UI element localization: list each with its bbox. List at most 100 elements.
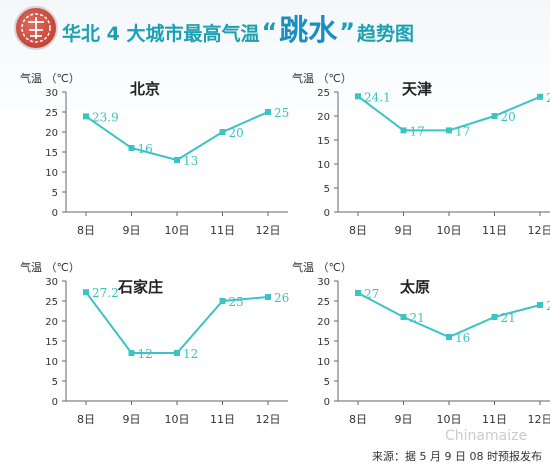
y-tick-label: 20 (317, 112, 330, 123)
y-tick-label: 25 (317, 88, 330, 99)
data-point (491, 314, 498, 320)
y-tick-label: 25 (317, 297, 330, 308)
data-label: 20 (229, 126, 244, 140)
title-suffix: 趋势图 (357, 23, 415, 45)
x-tick-label: 9日 (395, 224, 413, 237)
data-label: 16 (138, 142, 153, 156)
y-tick-label: 25 (45, 297, 58, 308)
x-tick-label: 9日 (123, 413, 141, 426)
data-label: 12 (183, 347, 198, 361)
y-tick-label: 5 (52, 188, 58, 199)
city-name: 太原 (400, 278, 431, 296)
data-label: 27 (364, 287, 379, 301)
y-tick-label: 20 (45, 317, 58, 328)
y-unit-label: 气温 （℃） (292, 261, 352, 274)
y-tick-label: 0 (52, 208, 58, 219)
data-point (446, 334, 452, 340)
line-chart: 0 5 10 15 20 25 30 8日 9日 10日 11日 12日 27.2 12 12 25 26 (45, 277, 289, 426)
y-tick-label: 10 (317, 160, 330, 171)
data-point (355, 93, 361, 100)
data-point (128, 145, 135, 151)
data-point (400, 314, 407, 320)
y-tick-label: 0 (324, 208, 330, 219)
data-point (83, 289, 89, 296)
data-label: 23.9 (92, 110, 119, 124)
x-tick-label: 11日 (482, 224, 507, 237)
data-point (128, 350, 135, 356)
data-label: 13 (183, 154, 198, 168)
y-tick-label: 30 (317, 277, 330, 288)
x-tick-label: 11日 (482, 413, 507, 426)
watermark: Chinamaize (445, 428, 528, 444)
y-tick-label: 5 (324, 184, 330, 195)
data-label: 24 (546, 299, 550, 313)
data-label: 25 (274, 106, 289, 120)
data-point (265, 109, 271, 115)
x-tick-label: 12日 (528, 224, 550, 237)
chart-panel: 气温 （℃） 石家庄 0 5 10 15 20 25 30 8日 9日 10日 11日 12日 27.2 12… (18, 256, 289, 446)
china-weather-logo-icon (14, 6, 58, 50)
y-tick-label: 5 (324, 377, 330, 388)
data-point (174, 157, 180, 163)
chart-panel: 气温 （℃） 太原 0 5 10 15 20 25 30 8日 9日 10日 11日 12日 27 21 16 2… (290, 256, 550, 446)
data-point (355, 290, 361, 296)
title-prefix: 华北 4 大城市最高气温 (62, 23, 260, 45)
y-tick-label: 20 (45, 128, 58, 139)
y-tick-label: 0 (52, 397, 58, 408)
header: 华北 4 大城市最高气温“跳水” 趋势图 (0, 0, 550, 56)
x-tick-label: 8日 (77, 413, 95, 426)
data-label: 17 (455, 124, 470, 138)
chart-panel: 气温 （℃） 天津 0 5 10 15 20 25 8日 9日 10日 11日 12日 24.1 17 17 2… (290, 62, 550, 252)
x-tick-label: 10日 (165, 224, 190, 237)
line-chart: 0 5 10 15 20 25 8日 9日 10日 11日 12日 24.1 17 17 20 24 (317, 88, 550, 237)
data-point (219, 129, 226, 135)
x-tick-label: 12日 (256, 413, 281, 426)
data-label: 24.1 (364, 90, 391, 104)
y-tick-label: 10 (45, 168, 58, 179)
title-quote-close: ” (339, 18, 356, 46)
source-note: 来源：据 5 月 9 日 08 时预报发布 (372, 450, 542, 463)
y-tick-label: 5 (52, 377, 58, 388)
data-point (174, 350, 180, 356)
y-tick-label: 15 (45, 148, 58, 159)
y-unit-label: 气温 （℃） (20, 72, 80, 85)
x-tick-label: 8日 (349, 413, 367, 426)
y-tick-label: 15 (45, 337, 58, 348)
x-tick-label: 12日 (528, 413, 550, 426)
y-tick-label: 30 (45, 88, 58, 99)
data-label: 12 (138, 347, 153, 361)
y-tick-label: 10 (45, 357, 58, 368)
x-tick-label: 10日 (165, 413, 190, 426)
line-chart: 0 5 10 15 20 25 30 8日 9日 10日 11日 12日 27 21 16 21 24 (317, 277, 550, 426)
x-tick-label: 8日 (77, 224, 95, 237)
y-tick-label: 0 (324, 397, 330, 408)
data-point (537, 302, 543, 308)
page-title: 华北 4 大城市最高气温“跳水” 趋势图 (62, 13, 415, 47)
x-tick-label: 9日 (395, 413, 413, 426)
data-label: 21 (410, 311, 425, 325)
y-tick-label: 20 (317, 317, 330, 328)
data-label: 27.2 (92, 286, 119, 300)
data-point (537, 93, 543, 100)
data-point (446, 127, 452, 134)
y-unit-label: 气温 （℃） (20, 261, 80, 274)
y-tick-label: 25 (45, 108, 58, 119)
data-label: 20 (501, 110, 516, 124)
y-tick-label: 30 (45, 277, 58, 288)
city-name: 天津 (402, 80, 433, 98)
x-tick-label: 8日 (349, 224, 367, 237)
title-keyword: 跳水 (279, 13, 338, 47)
data-label: 21 (501, 311, 516, 325)
data-point (219, 298, 226, 304)
line-chart: 0 5 10 15 20 25 30 8日 9日 10日 11日 12日 23.9 16 13 20 25 (45, 88, 289, 237)
city-name: 石家庄 (118, 278, 164, 296)
data-label: 17 (410, 124, 425, 138)
y-tick-label: 15 (317, 337, 330, 348)
y-tick-label: 15 (317, 136, 330, 147)
title-quote-open: “ (261, 18, 278, 46)
x-tick-label: 10日 (437, 413, 462, 426)
data-point (491, 113, 498, 119)
chart-panel: 气温 （℃） 北京 0 5 10 15 20 25 30 8日 9日 10日 11日 12日 23.9 16 1… (18, 62, 289, 252)
data-label: 25 (229, 295, 244, 309)
x-tick-label: 11日 (210, 413, 235, 426)
